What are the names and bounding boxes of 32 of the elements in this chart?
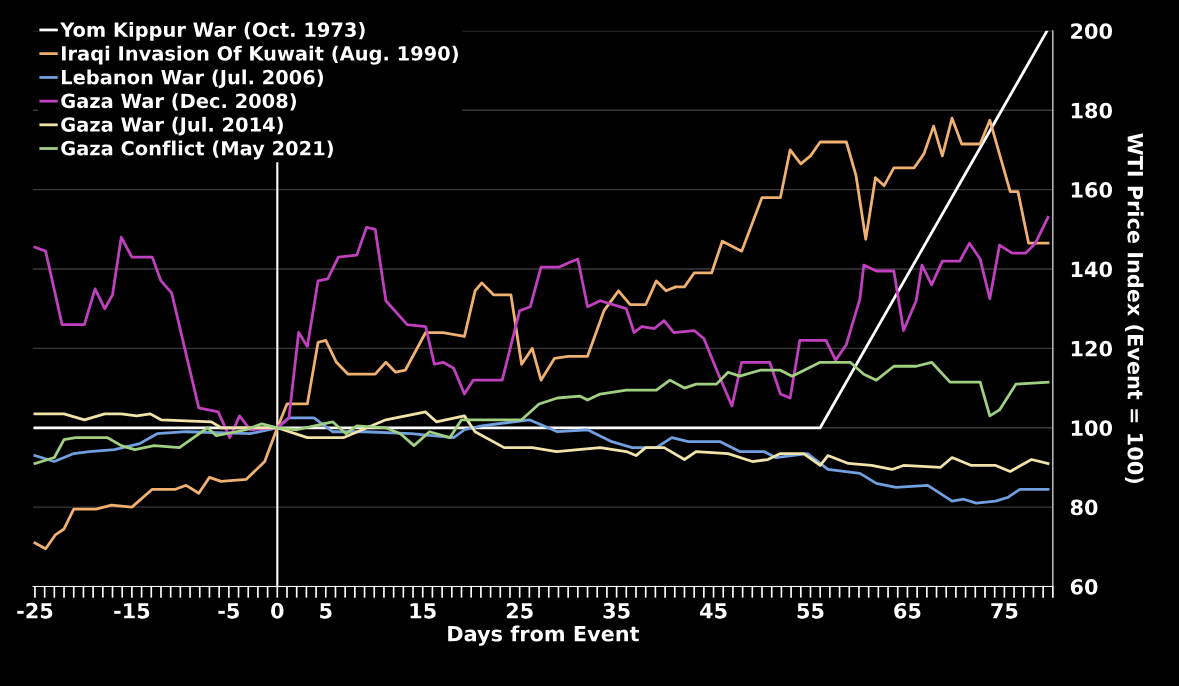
x-tick-label: 5	[320, 603, 332, 619]
legend-label: Gaza War (Jul. 2014)	[61, 116, 283, 136]
y-tick-label: 60	[1070, 578, 1098, 595]
legend-label: Gaza War (Dec. 2008)	[61, 93, 296, 111]
x-tick-label: 25	[506, 602, 533, 619]
x-tick-label: 35	[603, 602, 630, 619]
legend-label: Yom Kippur War (Oct. 1973)	[60, 21, 365, 41]
y-tick-label: 180	[1071, 102, 1112, 119]
line-series	[33, 360, 1050, 465]
y-tick-label: 200	[1071, 23, 1112, 40]
x-tick-label: 45	[699, 603, 727, 619]
x-tick-label: -5	[218, 603, 239, 619]
x-tick-label: 75	[991, 603, 1018, 619]
y-axis-title: WTI Price Index (Event = 100)	[1124, 133, 1144, 483]
line-series	[33, 410, 1050, 473]
x-tick-label: 0	[271, 602, 284, 619]
legend-label: Lebanon War (Jul. 2006)	[62, 69, 324, 89]
x-axis-title: Days from Event	[448, 625, 640, 646]
legend-label: Gaza Conflict (May 2021)	[61, 140, 333, 160]
x-tick-label: -15	[114, 603, 150, 619]
y-tick-label: 160	[1071, 182, 1112, 198]
legend-label: Iraqi Invasion Of Kuwait (Aug. 1990)	[62, 45, 458, 65]
line-series	[33, 216, 1050, 440]
x-tick-label: 65	[894, 602, 921, 619]
y-tick-label: 140	[1071, 261, 1112, 278]
x-tick-label: -25	[17, 602, 53, 619]
y-tick-label: 80	[1070, 499, 1098, 516]
x-tick-label: 15	[410, 603, 436, 619]
line-series	[33, 116, 1050, 551]
y-tick-label: 100	[1071, 420, 1112, 436]
x-tick-label: 55	[797, 603, 824, 619]
y-tick-label: 120	[1071, 340, 1112, 357]
